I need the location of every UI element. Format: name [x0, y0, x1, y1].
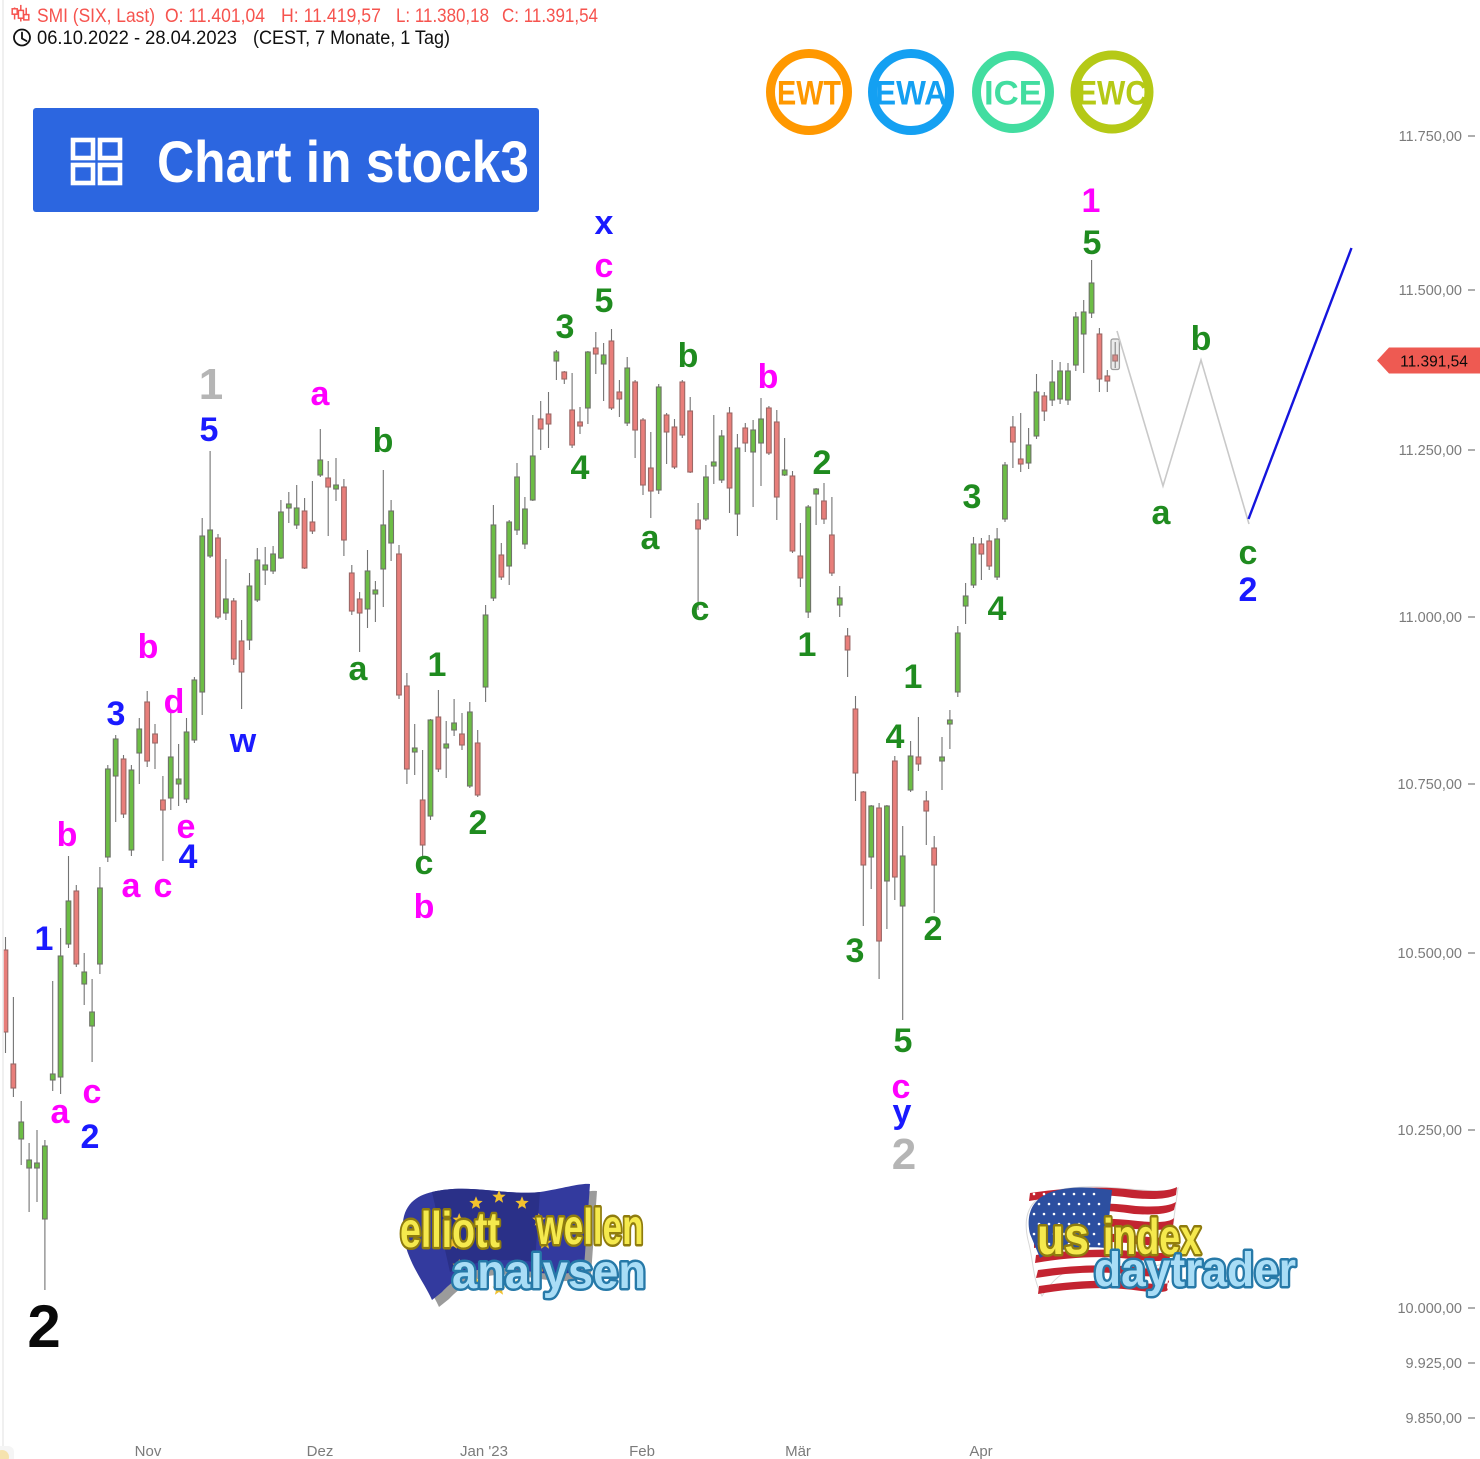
svg-text:10.500,00: 10.500,00 — [1397, 946, 1462, 962]
svg-text:1: 1 — [1082, 182, 1101, 220]
svg-text:a: a — [311, 375, 331, 413]
svg-text:EWT: EWT — [777, 75, 841, 113]
svg-text:10.250,00: 10.250,00 — [1397, 1123, 1462, 1139]
svg-text:06.10.2022 - 28.04.2023: 06.10.2022 - 28.04.2023 — [37, 27, 237, 49]
svg-text:w: w — [229, 722, 257, 760]
svg-text:x: x — [595, 204, 614, 242]
svg-text:9.850,00: 9.850,00 — [1406, 1411, 1462, 1427]
svg-text:4: 4 — [886, 718, 905, 756]
svg-text:2: 2 — [1239, 571, 1258, 609]
svg-text:b: b — [414, 888, 435, 926]
svg-text:b: b — [1191, 320, 1212, 358]
svg-text:Chart in stock3: Chart in stock3 — [157, 130, 529, 195]
svg-text:Nov: Nov — [135, 1443, 162, 1459]
svg-text:SMI (SIX, Last): SMI (SIX, Last) — [37, 5, 155, 27]
svg-text:d: d — [164, 683, 185, 721]
svg-text:H: 11.419,57: H: 11.419,57 — [281, 5, 381, 27]
svg-text:2: 2 — [27, 1293, 60, 1360]
svg-text:1: 1 — [199, 360, 223, 409]
svg-text:1: 1 — [798, 626, 817, 664]
svg-text:c: c — [892, 1068, 911, 1106]
svg-text:1: 1 — [904, 658, 923, 696]
svg-text:b: b — [678, 337, 699, 375]
svg-text:4: 4 — [988, 590, 1007, 628]
svg-text:Feb: Feb — [629, 1443, 655, 1459]
svg-text:3: 3 — [556, 308, 575, 346]
svg-text:3: 3 — [963, 478, 982, 516]
svg-text:a: a — [51, 1093, 71, 1131]
svg-text:Apr: Apr — [969, 1443, 992, 1459]
svg-text:5: 5 — [595, 282, 614, 320]
svg-text:c: c — [691, 590, 710, 628]
svg-text:11.750,00: 11.750,00 — [1399, 129, 1462, 145]
svg-text:wellen: wellen — [536, 1199, 644, 1255]
svg-text:5: 5 — [1083, 224, 1102, 262]
svg-text:O: 11.401,04: O: 11.401,04 — [165, 5, 265, 27]
svg-text:Jan '23: Jan '23 — [460, 1443, 508, 1459]
svg-text:10.000,00: 10.000,00 — [1397, 1301, 1462, 1317]
svg-text:2: 2 — [924, 910, 943, 948]
svg-text:C: 11.391,54: C: 11.391,54 — [502, 5, 598, 27]
svg-text:b: b — [373, 422, 394, 460]
svg-text:3: 3 — [846, 932, 865, 970]
svg-text:ICE: ICE — [984, 75, 1042, 113]
svg-text:a: a — [122, 867, 142, 905]
svg-text:a: a — [349, 650, 369, 688]
svg-text:3: 3 — [107, 695, 126, 733]
svg-text:us: us — [1037, 1208, 1089, 1266]
svg-text:c: c — [83, 1073, 102, 1111]
svg-text:index: index — [1103, 1209, 1201, 1265]
svg-text:(CEST, 7 Monate, 1 Tag): (CEST, 7 Monate, 1 Tag) — [253, 27, 450, 49]
svg-text:4: 4 — [179, 838, 198, 876]
svg-text:e: e — [177, 808, 196, 846]
svg-text:11.000,00: 11.000,00 — [1399, 610, 1462, 626]
svg-text:4: 4 — [571, 449, 590, 487]
svg-text:Dez: Dez — [307, 1443, 334, 1459]
svg-text:5: 5 — [200, 411, 219, 449]
svg-text:daytrader: daytrader — [1094, 1244, 1296, 1297]
svg-text:1: 1 — [35, 920, 54, 958]
svg-text:2: 2 — [813, 444, 832, 482]
svg-text:9.925,00: 9.925,00 — [1406, 1356, 1462, 1372]
svg-text:c: c — [154, 867, 173, 905]
svg-text:a: a — [641, 519, 661, 557]
svg-text:Mär: Mär — [785, 1443, 811, 1459]
svg-text:11.391,54: 11.391,54 — [1400, 354, 1468, 371]
svg-text:c: c — [595, 247, 614, 285]
svg-text:c: c — [1239, 534, 1258, 572]
svg-text:L: 11.380,18: L: 11.380,18 — [396, 5, 489, 27]
svg-text:11.500,00: 11.500,00 — [1399, 283, 1462, 299]
svg-text:EWC: EWC — [1077, 75, 1147, 113]
svg-text:10.750,00: 10.750,00 — [1397, 777, 1462, 793]
svg-text:5: 5 — [894, 1022, 913, 1060]
svg-text:2: 2 — [892, 1130, 916, 1179]
svg-text:11.250,00: 11.250,00 — [1399, 443, 1462, 459]
svg-text:b: b — [138, 628, 159, 666]
svg-text:analysen: analysen — [452, 1246, 646, 1299]
svg-text:c: c — [415, 844, 434, 882]
svg-text:b: b — [57, 816, 78, 854]
svg-text:a: a — [1152, 494, 1172, 532]
svg-text:2: 2 — [469, 804, 488, 842]
svg-text:EWA: EWA — [875, 75, 947, 113]
svg-text:y: y — [893, 1093, 912, 1131]
svg-text:b: b — [758, 358, 779, 396]
svg-text:2: 2 — [81, 1118, 100, 1156]
svg-text:1: 1 — [428, 646, 447, 684]
svg-text:elliott: elliott — [400, 1202, 500, 1258]
